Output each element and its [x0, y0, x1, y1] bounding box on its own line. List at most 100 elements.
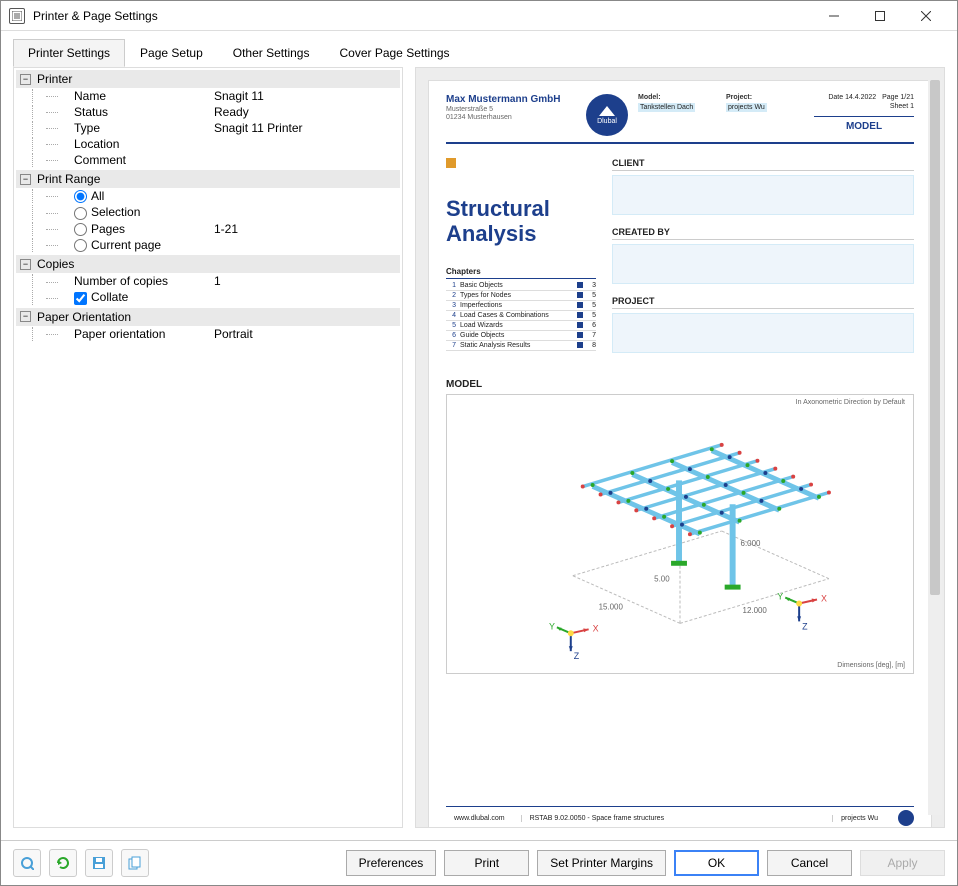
dialog-footer: Preferences Print Set Printer Margins OK…: [1, 840, 957, 885]
chapter-row: 3Imperfections5: [446, 301, 596, 311]
chapter-row: 2Types for Nodes5: [446, 291, 596, 301]
group-printer[interactable]: − Printer: [16, 70, 400, 88]
meta-date-label: Date: [828, 94, 843, 101]
tab-printer-settings[interactable]: Printer Settings: [13, 39, 125, 67]
page-preview: Max Mustermann GmbH Musterstraße 5 01234…: [428, 80, 932, 828]
save-button[interactable]: [85, 849, 113, 877]
radio-all[interactable]: All: [74, 189, 104, 203]
radio-pages[interactable]: Pages: [74, 222, 125, 236]
app-icon: [9, 8, 25, 24]
help-button[interactable]: [13, 849, 41, 877]
printer-name-value[interactable]: Snagit 11: [214, 89, 400, 103]
settings-tree: − Printer NameSnagit 11 StatusReady Type…: [13, 67, 403, 828]
footer-url: www.dlubal.com: [446, 815, 513, 822]
print-button[interactable]: Print: [444, 850, 529, 876]
footer-app: RSTAB 9.02.0050 - Space frame structures: [521, 815, 825, 822]
chapters-list: 1Basic Objects32Types for Nodes53Imperfe…: [446, 281, 596, 351]
meta-project-value: projects Wu: [726, 103, 767, 112]
model-dimensions: Dimensions [deg], [m]: [837, 662, 905, 669]
group-copies[interactable]: − Copies: [16, 255, 400, 273]
svg-text:Z: Z: [802, 621, 808, 631]
printer-status-value: Ready: [214, 105, 400, 119]
cancel-button[interactable]: Cancel: [767, 850, 852, 876]
set-margins-button[interactable]: Set Printer Margins: [537, 850, 666, 876]
radio-current-page[interactable]: Current page: [74, 238, 161, 252]
preferences-button[interactable]: Preferences: [346, 850, 437, 876]
svg-text:5.00: 5.00: [654, 575, 670, 584]
tab-bar: Printer Settings Page Setup Other Settin…: [1, 31, 957, 67]
company-addr2: 01234 Musterhausen: [446, 114, 576, 121]
svg-text:15.000: 15.000: [599, 602, 624, 611]
reset-button[interactable]: [49, 849, 77, 877]
collapse-icon[interactable]: −: [20, 174, 31, 185]
chapter-row: 1Basic Objects3: [446, 281, 596, 291]
printer-comment-value: [214, 153, 400, 167]
check-collate[interactable]: Collate: [74, 290, 128, 304]
preview-pane: Max Mustermann GmbH Musterstraße 5 01234…: [415, 67, 945, 828]
svg-text:Y: Y: [549, 621, 555, 631]
report-title: Structural Analysis: [446, 176, 596, 247]
copies-number-value[interactable]: 1: [214, 274, 400, 288]
section-project-h: PROJECT: [612, 296, 914, 309]
meta-page-value: 1/21: [900, 94, 914, 101]
printer-location-value: [214, 137, 400, 151]
maximize-button[interactable]: [857, 1, 903, 31]
meta-sheet-label: Sheet: [890, 103, 908, 110]
section-client-box: [612, 175, 914, 215]
svg-text:X: X: [593, 623, 599, 633]
close-button[interactable]: [903, 1, 949, 31]
printer-status-label: Status: [74, 105, 214, 119]
tab-cover-page[interactable]: Cover Page Settings: [324, 39, 464, 67]
group-orientation-label: Paper Orientation: [37, 310, 131, 324]
meta-modelbox: MODEL: [814, 116, 914, 132]
dlubal-logo-small: [898, 810, 914, 826]
svg-text:X: X: [821, 594, 827, 604]
tab-other-settings[interactable]: Other Settings: [218, 39, 325, 67]
svg-text:Y: Y: [777, 592, 783, 602]
chapter-row: 5Load Wizards6: [446, 321, 596, 331]
structure-diagram: 12.00015.0005.006.000XYZXYZ: [447, 395, 913, 673]
section-client-h: CLIENT: [612, 158, 914, 171]
meta-model-label: Model:: [638, 94, 716, 101]
minimize-button[interactable]: [811, 1, 857, 31]
orientation-label: Paper orientation: [74, 327, 214, 341]
group-print-range[interactable]: − Print Range: [16, 170, 400, 188]
radio-selection[interactable]: Selection: [74, 205, 140, 219]
collapse-icon[interactable]: −: [20, 74, 31, 85]
company-name: Max Mustermann GmbH: [446, 94, 576, 105]
svg-text:6.000: 6.000: [741, 539, 761, 548]
model-caption: In Axonometric Direction by Default: [796, 399, 905, 406]
printer-type-label: Type: [74, 121, 214, 135]
accent-square: [446, 158, 456, 168]
copies-number-label: Number of copies: [74, 274, 214, 288]
preview-scrollbar[interactable]: [928, 80, 942, 815]
chapters-heading: Chapters: [446, 267, 596, 279]
dialog-window: Printer & Page Settings Printer Settings…: [0, 0, 958, 886]
section-project-box: [612, 313, 914, 353]
copy-button[interactable]: [121, 849, 149, 877]
collapse-icon[interactable]: −: [20, 259, 31, 270]
apply-button[interactable]: Apply: [860, 850, 945, 876]
group-print-range-label: Print Range: [37, 172, 100, 186]
printer-location-label: Location: [74, 137, 214, 151]
printer-type-value: Snagit 11 Printer: [214, 121, 400, 135]
meta-date-value: 14.4.2022: [845, 94, 876, 101]
printer-comment-label: Comment: [74, 153, 214, 167]
group-printer-label: Printer: [37, 72, 72, 86]
orientation-value[interactable]: Portrait: [214, 327, 400, 341]
chapter-row: 7Static Analysis Results8: [446, 341, 596, 351]
section-created-h: CREATED BY: [612, 227, 914, 240]
meta-page-label: Page: [882, 94, 898, 101]
ok-button[interactable]: OK: [674, 850, 759, 876]
meta-sheet-value: 1: [910, 103, 914, 110]
printer-name-label: Name: [74, 89, 214, 103]
tab-page-setup[interactable]: Page Setup: [125, 39, 218, 67]
section-created-box: [612, 244, 914, 284]
group-orientation[interactable]: − Paper Orientation: [16, 308, 400, 326]
model-view: In Axonometric Direction by Default Dime…: [446, 394, 914, 674]
svg-text:Z: Z: [574, 651, 580, 661]
collapse-icon[interactable]: −: [20, 311, 31, 322]
footer-project: projects Wu: [832, 815, 886, 822]
pages-value[interactable]: 1-21: [214, 222, 400, 236]
chapter-row: 6Guide Objects7: [446, 331, 596, 341]
